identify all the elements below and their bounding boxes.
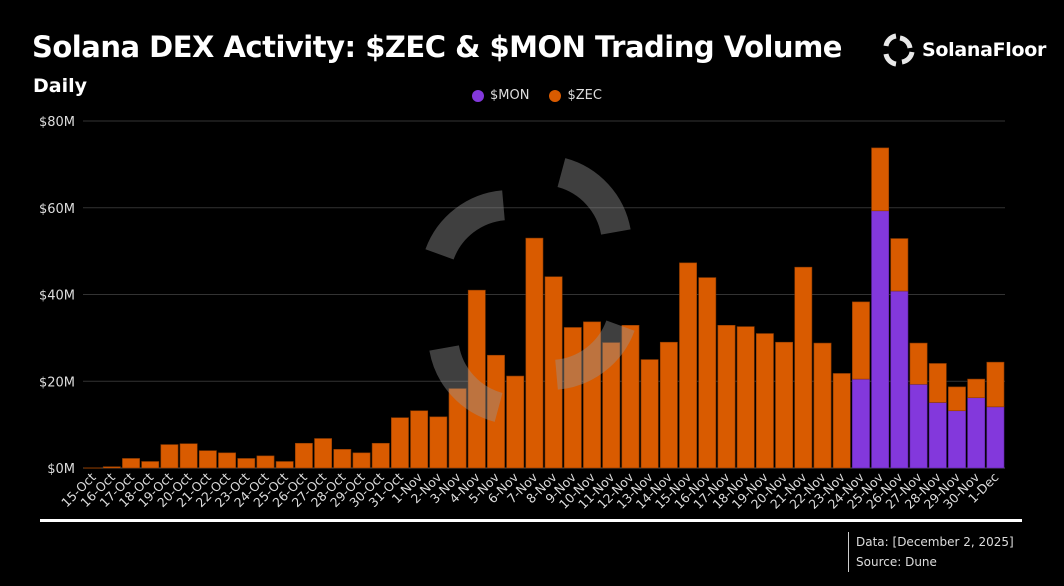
bar-zec[interactable] [314, 438, 333, 469]
bar-zec[interactable] [794, 266, 813, 469]
y-tick-label: $60M [39, 202, 75, 217]
bar-zec[interactable] [198, 450, 217, 469]
bar-zec[interactable] [122, 458, 140, 469]
legend-label-mon: $MON [490, 88, 530, 103]
bar-zec[interactable] [621, 324, 640, 469]
bar-zec[interactable] [448, 388, 467, 469]
legend-swatch-mon [472, 89, 484, 102]
bar-mon[interactable] [928, 402, 947, 469]
bar-zec[interactable] [506, 375, 525, 469]
bar-zec[interactable] [736, 326, 755, 469]
bar-mon[interactable] [948, 410, 966, 469]
bar-zec[interactable] [755, 333, 774, 469]
data-source: Source: Dune [856, 555, 937, 569]
footer-divider [40, 519, 1022, 522]
brand-logo: SolanaFloor [880, 32, 1046, 68]
bar-zec[interactable] [909, 342, 928, 385]
bar-zec[interactable] [83, 467, 102, 469]
bar-zec[interactable] [717, 324, 736, 469]
bar-zec[interactable] [563, 327, 582, 469]
bar-zec[interactable] [679, 262, 697, 469]
bar-zec[interactable] [352, 452, 371, 469]
legend-item-zec[interactable]: $ZEC [549, 88, 602, 103]
bar-zec[interactable] [237, 458, 256, 469]
legend-item-mon[interactable]: $MON [472, 88, 529, 103]
bar-zec[interactable] [525, 237, 544, 469]
bar-zec[interactable] [928, 363, 947, 403]
data-date: Data: [December 2, 2025] [856, 535, 1014, 549]
bar-zec[interactable] [429, 416, 448, 469]
bar-zec[interactable] [967, 378, 986, 399]
bar-zec[interactable] [102, 466, 121, 469]
legend: $MON $ZEC [472, 88, 602, 103]
legend-swatch-zec [549, 89, 562, 102]
bar-zec[interactable] [832, 373, 851, 469]
bar-mon[interactable] [967, 397, 986, 469]
bar-zec[interactable] [467, 289, 486, 469]
bar-zec[interactable] [602, 342, 621, 469]
chart-subtitle: Daily [33, 75, 88, 97]
bar-zec[interactable] [698, 277, 717, 469]
bar-zec[interactable] [890, 238, 909, 292]
bar-zec[interactable] [410, 410, 429, 469]
bar-zec[interactable] [852, 301, 870, 380]
bar-zec[interactable] [583, 321, 601, 469]
bar-mon[interactable] [986, 406, 1005, 469]
bar-zec[interactable] [659, 341, 678, 469]
solanafloor-logo-icon [883, 33, 915, 67]
bar-zec[interactable] [487, 354, 505, 469]
bar-zec[interactable] [544, 276, 563, 469]
y-tick-label: $20M [39, 375, 75, 390]
bar-zec[interactable] [294, 442, 313, 469]
bar-mon[interactable] [871, 210, 890, 469]
bar-zec[interactable] [160, 444, 179, 469]
bar-mon[interactable] [890, 290, 909, 469]
bar-zec[interactable] [640, 359, 659, 469]
bar-zec[interactable] [948, 386, 966, 412]
bar-zec[interactable] [391, 417, 409, 469]
legend-label-zec: $ZEC [567, 88, 602, 103]
bar-zec[interactable] [813, 342, 832, 469]
y-tick-label: $0M [47, 462, 75, 477]
watermark-logo-icon [425, 158, 635, 422]
footer-notes: Data: [December 2, 2025] Source: Dune [848, 532, 1014, 572]
bar-mon[interactable] [909, 383, 928, 469]
bar-zec[interactable] [141, 461, 160, 469]
bar-zec[interactable] [275, 461, 294, 469]
y-tick-label: $40M [39, 289, 75, 304]
bar-zec[interactable] [218, 452, 236, 469]
bar-zec[interactable] [986, 361, 1005, 408]
y-tick-label: $80M [39, 115, 75, 130]
bar-zec[interactable] [371, 442, 390, 469]
chart-title: Solana DEX Activity: $ZEC & $MON Trading… [32, 30, 842, 64]
bar-zec[interactable] [333, 449, 352, 469]
bar-zec[interactable] [871, 147, 890, 212]
bar-zec[interactable] [775, 341, 794, 469]
brand-name: SolanaFloor [922, 39, 1047, 61]
bar-zec[interactable] [179, 443, 198, 469]
bar-zec[interactable] [256, 455, 275, 469]
bar-mon[interactable] [852, 378, 870, 469]
